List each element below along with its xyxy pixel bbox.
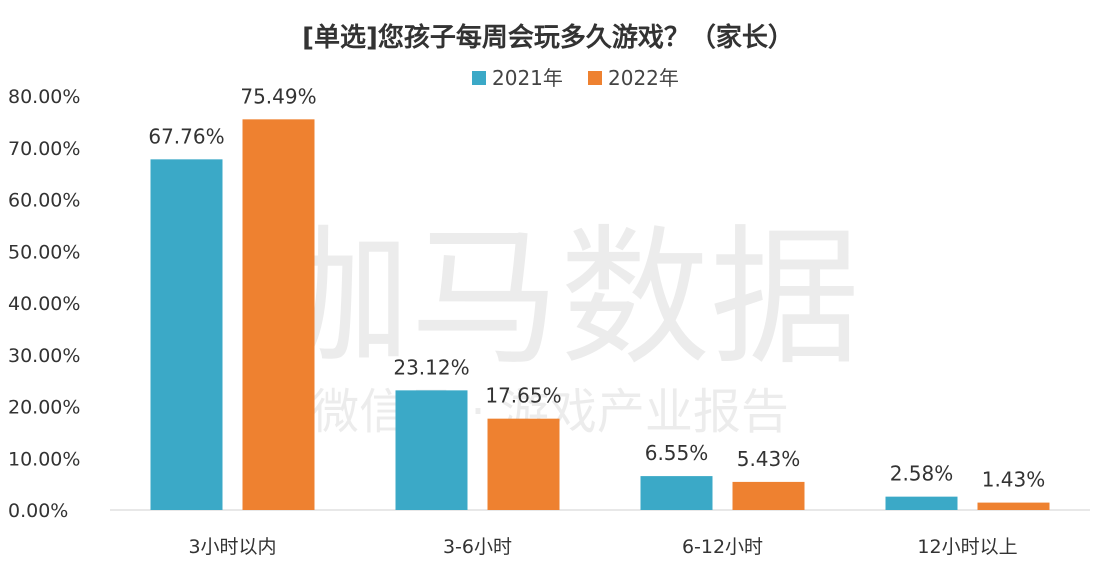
bar-2021 [885, 496, 958, 510]
y-tick-label: 0.00% [8, 500, 68, 522]
y-tick-label: 80.00% [8, 86, 80, 108]
value-labels: 67.76% 75.49% 23.12% 17.65% 6.55% 5.43% 2.58% 1… [148, 84, 1045, 491]
bar-2022 [242, 119, 315, 511]
bar-2021 [395, 390, 468, 510]
y-tick-labels: 0.00% 10.00% 20.00% 30.00% 40.00% 50.00% 60.00… [8, 86, 80, 522]
bar-2021 [150, 159, 223, 511]
legend: 2021年 2022年 [472, 66, 679, 90]
category-label: 6-12小时 [682, 536, 763, 558]
bar-2022 [732, 481, 805, 510]
bar-2022 [487, 418, 560, 510]
bar-2022 [977, 502, 1050, 510]
value-label: 23.12% [393, 355, 469, 379]
value-label: 5.43% [737, 447, 801, 471]
bars [150, 119, 1050, 511]
chart-title: [单选]您孩子每周会玩多久游戏？（家长） [302, 22, 794, 53]
category-label: 3小时以内 [188, 536, 276, 558]
watermark-main: 伽马数据 [260, 212, 860, 386]
value-label: 67.76% [148, 124, 224, 148]
value-label: 2.58% [890, 462, 954, 486]
value-label: 17.65% [485, 384, 561, 408]
legend-swatch-2021 [472, 71, 486, 85]
y-tick-label: 40.00% [8, 293, 80, 315]
value-label: 6.55% [645, 441, 709, 465]
legend-swatch-2022 [588, 71, 602, 85]
y-tick-label: 60.00% [8, 190, 80, 212]
y-tick-label: 10.00% [8, 448, 80, 470]
legend-label-2021: 2021年 [492, 66, 563, 90]
value-label: 1.43% [982, 468, 1046, 492]
value-label: 75.49% [240, 84, 316, 108]
y-tick-label: 70.00% [8, 138, 80, 160]
category-labels: 3小时以内 3-6小时 6-12小时 12小时以上 [188, 536, 1017, 558]
category-label: 12小时以上 [917, 536, 1017, 558]
y-tick-label: 20.00% [8, 397, 80, 419]
y-tick-label: 30.00% [8, 345, 80, 367]
category-label: 3-6小时 [443, 536, 512, 558]
legend-label-2022: 2022年 [608, 66, 679, 90]
watermark: 伽马数据 微信号 · 游戏产业报告 [260, 212, 860, 440]
y-tick-label: 50.00% [8, 241, 80, 263]
bar-2021 [640, 476, 713, 510]
